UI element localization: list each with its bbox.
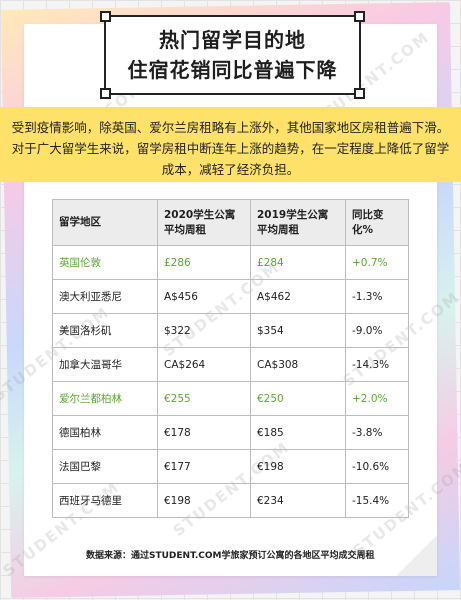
cell-change: +0.7% xyxy=(345,245,409,280)
corner-handle xyxy=(354,88,365,99)
header-2019-label: 2019学生公寓 平均周租 xyxy=(257,208,329,236)
table-row: 加拿大温哥华 CA$264 CA$308 -14.3% xyxy=(52,347,409,382)
cell-2019-rent: £284 xyxy=(250,245,346,280)
cell-2020-rent: CA$264 xyxy=(157,347,251,382)
cell-region: 爱尔兰都柏林 xyxy=(52,381,158,416)
cell-2020-rent: €198 xyxy=(157,483,251,518)
cell-2019-rent: $354 xyxy=(250,313,346,348)
cell-change: -3.8% xyxy=(345,415,409,450)
cell-2020-rent: €178 xyxy=(157,415,251,450)
intro-band: 受到疫情影响，除英国、爱尔兰房租略有上涨外，其他国家地区房租普遍下滑。对于广大留… xyxy=(0,107,461,182)
cell-change: -14.3% xyxy=(345,347,409,382)
header-2019: 2019学生公寓 平均周租 xyxy=(250,199,346,246)
cell-region: 德国柏林 xyxy=(52,415,158,450)
header-region: 留学地区 xyxy=(52,199,158,246)
table-row: 法国巴黎 €177 €198 -10.6% xyxy=(52,449,409,484)
header-change-label: 同比变化% xyxy=(352,208,384,236)
table-row: 德国柏林 €178 €185 -3.8% xyxy=(52,415,409,450)
cell-change: -1.3% xyxy=(345,279,409,314)
table-body: 英国伦敦 £286 £284 +0.7% 澳大利亚悉尼 A$456 A$462 -1.3% 美国… xyxy=(52,245,409,518)
header-region-label: 留学地区 xyxy=(59,216,101,228)
table-row: 爱尔兰都柏林 €255 €250 +2.0% xyxy=(52,381,409,416)
table-row: 西班牙马德里 €198 €234 -15.4% xyxy=(52,483,409,518)
cell-2020-rent: A$456 xyxy=(157,279,251,314)
title-line-2: 住宿花销同比普遍下降 xyxy=(127,58,338,82)
cell-2019-rent: €234 xyxy=(250,483,346,518)
cell-change: +2.0% xyxy=(345,381,409,416)
table-row: 美国洛杉矶 $322 $354 -9.0% xyxy=(52,313,409,348)
table-header-row: 留学地区 2020学生公寓 平均周租 2019学生公寓 平均周租 同比变化% xyxy=(52,199,409,246)
rent-comparison-table: 留学地区 2020学生公寓 平均周租 2019学生公寓 平均周租 同比变化% 英… xyxy=(52,199,409,518)
cell-region: 西班牙马德里 xyxy=(52,483,158,518)
cell-2019-rent: CA$308 xyxy=(250,347,346,382)
cell-2019-rent: €185 xyxy=(250,415,346,450)
cell-region: 加拿大温哥华 xyxy=(52,347,158,382)
cell-2020-rent: £286 xyxy=(157,245,251,280)
cell-2019-rent: A$462 xyxy=(250,279,346,314)
cell-region: 美国洛杉矶 xyxy=(52,313,158,348)
title-line-1: 热门留学目的地 xyxy=(159,28,306,52)
cell-2019-rent: €198 xyxy=(250,449,346,484)
header-2020: 2020学生公寓 平均周租 xyxy=(157,199,251,246)
corner-handle xyxy=(354,11,365,22)
cell-region: 澳大利亚悉尼 xyxy=(52,279,158,314)
cell-2020-rent: €255 xyxy=(157,381,251,416)
corner-handle xyxy=(100,11,111,22)
header-2020-label: 2020学生公寓 平均周租 xyxy=(164,208,236,236)
cell-change: -10.6% xyxy=(345,449,409,484)
footnote: 数据来源：通过STUDENT.COM学旅家预订公寓的各地区平均成交周租 xyxy=(86,551,375,561)
cell-region: 法国巴黎 xyxy=(52,449,158,484)
cell-2019-rent: €250 xyxy=(250,381,346,416)
cell-change: -9.0% xyxy=(345,313,409,348)
cell-2020-rent: €177 xyxy=(157,449,251,484)
cell-region: 英国伦敦 xyxy=(52,245,158,280)
cell-2020-rent: $322 xyxy=(157,313,251,348)
header-change: 同比变化% xyxy=(345,199,409,246)
cell-change: -15.4% xyxy=(345,483,409,518)
table-row: 澳大利亚悉尼 A$456 A$462 -1.3% xyxy=(52,279,409,314)
title-box: 热门留学目的地 住宿花销同比普遍下降 xyxy=(100,11,365,99)
table-row: 英国伦敦 £286 £284 +0.7% xyxy=(52,245,409,280)
corner-handle xyxy=(100,88,111,99)
intro-text: 受到疫情影响，除英国、爱尔兰房租略有上涨外，其他国家地区房租普遍下滑。对于广大留… xyxy=(11,120,450,177)
